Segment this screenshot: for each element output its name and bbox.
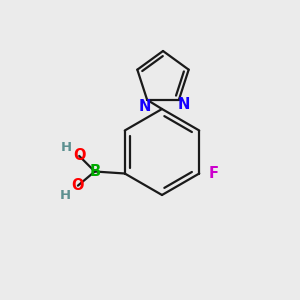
Text: F: F	[208, 166, 218, 181]
Text: B: B	[89, 164, 100, 179]
Text: H: H	[60, 189, 71, 202]
Text: N: N	[178, 97, 190, 112]
Text: H: H	[61, 141, 72, 154]
Text: O: O	[73, 148, 85, 164]
Text: N: N	[139, 99, 151, 114]
Text: O: O	[72, 178, 84, 193]
